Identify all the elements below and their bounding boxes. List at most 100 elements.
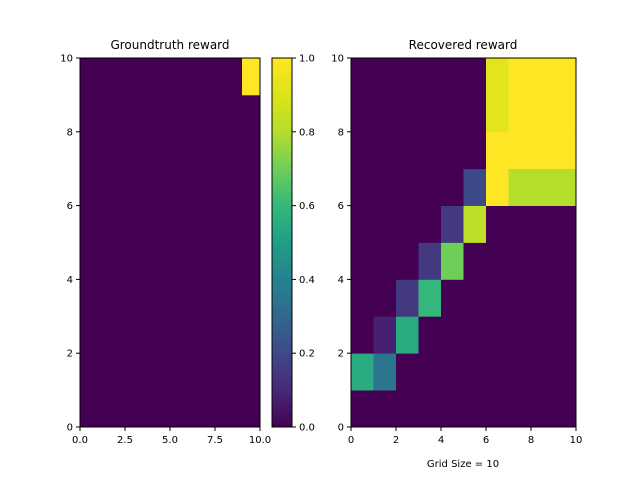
groundtruth-cell-r9-c5 xyxy=(170,58,189,96)
recovered-cells xyxy=(351,58,577,428)
groundtruth-cell-r0-c8 xyxy=(224,390,243,428)
recovered-cell-r9-c9 xyxy=(553,58,577,96)
groundtruth-cell-r0-c3 xyxy=(134,390,153,428)
groundtruth-cell-r2-c8 xyxy=(224,316,243,354)
recovered-cell-r5-c6 xyxy=(486,205,509,243)
recovered-cell-r7-c6 xyxy=(486,131,509,170)
recovered-cell-r5-c5 xyxy=(463,205,487,243)
recovered-cell-r6-c7 xyxy=(508,168,532,206)
groundtruth-cell-r2-c0 xyxy=(80,316,99,354)
colorbar-tick-label: 0.6 xyxy=(299,201,315,212)
groundtruth-cell-r4-c4 xyxy=(152,242,171,280)
groundtruth-cell-r5-c7 xyxy=(206,205,225,243)
recovered-cell-r2-c2 xyxy=(396,316,419,354)
groundtruth-cell-r9-c4 xyxy=(152,58,171,96)
groundtruth-cell-r6-c5 xyxy=(170,168,189,206)
recovered-cell-r5-c1 xyxy=(373,205,397,243)
groundtruth-y-tick-label: 6 xyxy=(67,201,73,212)
recovered-cell-r8-c5 xyxy=(463,94,487,133)
recovered-cell-r9-c8 xyxy=(531,58,554,96)
recovered-cell-r8-c2 xyxy=(396,94,419,133)
groundtruth-cell-r0-c5 xyxy=(170,390,189,428)
groundtruth-x-tick-label: 0.0 xyxy=(72,435,88,446)
groundtruth-cell-r2-c9 xyxy=(242,316,261,354)
recovered-cell-r8-c3 xyxy=(418,94,442,133)
groundtruth-x-tick-label: 7.5 xyxy=(207,435,223,446)
groundtruth-cell-r7-c7 xyxy=(206,131,225,170)
groundtruth-cell-r3-c3 xyxy=(134,279,153,317)
recovered-cell-r6-c8 xyxy=(531,168,554,206)
colorbar-tick-label: 1.0 xyxy=(299,54,315,65)
recovered-cell-r5-c2 xyxy=(396,205,419,243)
recovered-cell-r0-c1 xyxy=(373,390,397,428)
groundtruth-cell-r5-c4 xyxy=(152,205,171,243)
groundtruth-cell-r1-c0 xyxy=(80,353,99,391)
recovered-cell-r4-c5 xyxy=(463,242,487,280)
groundtruth-cell-r9-c6 xyxy=(188,58,207,96)
recovered-cell-r4-c2 xyxy=(396,242,419,280)
recovered-cell-r0-c7 xyxy=(508,390,532,428)
groundtruth-cell-r0-c9 xyxy=(242,390,261,428)
groundtruth-cell-r6-c1 xyxy=(98,168,117,206)
colorbar-tick-label: 0.8 xyxy=(299,127,315,138)
recovered-cell-r7-c2 xyxy=(396,131,419,170)
groundtruth-cell-r7-c8 xyxy=(224,131,243,170)
groundtruth-cell-r5-c2 xyxy=(116,205,135,243)
recovered-cell-r6-c0 xyxy=(351,168,374,206)
groundtruth-cell-r1-c7 xyxy=(206,353,225,391)
recovered-cell-r1-c3 xyxy=(418,353,442,391)
groundtruth-cell-r1-c1 xyxy=(98,353,117,391)
recovered-cell-r4-c8 xyxy=(531,242,554,280)
recovered-cell-r3-c9 xyxy=(553,279,577,317)
recovered-x-tick-label: 8 xyxy=(528,435,534,446)
groundtruth-cell-r6-c2 xyxy=(116,168,135,206)
groundtruth-cell-r6-c0 xyxy=(80,168,99,206)
recovered-cell-r1-c5 xyxy=(463,353,487,391)
groundtruth-cell-r4-c7 xyxy=(206,242,225,280)
recovered-cell-r2-c7 xyxy=(508,316,532,354)
recovered-cell-r7-c8 xyxy=(531,131,554,170)
recovered-x-ticks: 0 2 4 6 8 10 xyxy=(348,427,582,446)
recovered-x-label: Grid Size = 10 xyxy=(427,459,499,470)
recovered-cell-r2-c1 xyxy=(373,316,397,354)
groundtruth-cell-r8-c3 xyxy=(134,94,153,133)
recovered-cell-r1-c7 xyxy=(508,353,532,391)
recovered-cell-r8-c7 xyxy=(508,94,532,133)
groundtruth-cell-r5-c8 xyxy=(224,205,243,243)
groundtruth-y-tick-label: 0 xyxy=(67,423,73,434)
recovered-y-tick-label: 10 xyxy=(331,54,344,65)
recovered-cell-r5-c4 xyxy=(441,205,464,243)
recovered-cell-r6-c1 xyxy=(373,168,397,206)
groundtruth-x-ticks: 0.0 2.5 5.0 7.5 10.0 xyxy=(72,427,271,446)
groundtruth-cell-r6-c8 xyxy=(224,168,243,206)
recovered-cell-r2-c0 xyxy=(351,316,374,354)
recovered-cell-r1-c9 xyxy=(553,353,577,391)
recovered-cell-r2-c8 xyxy=(531,316,554,354)
recovered-panel: Recovered reward 0 2 4 6 8 10 0 2 4 6 8 10 Grid Si… xyxy=(331,38,582,470)
recovered-x-tick-label: 6 xyxy=(483,435,489,446)
groundtruth-cell-r9-c8 xyxy=(224,58,243,96)
groundtruth-cell-r7-c3 xyxy=(134,131,153,170)
groundtruth-cell-r1-c9 xyxy=(242,353,261,391)
recovered-cell-r6-c2 xyxy=(396,168,419,206)
recovered-cell-r9-c0 xyxy=(351,58,374,96)
colorbar-tick-label: 0.4 xyxy=(299,275,315,286)
recovered-axes-frame xyxy=(350,57,577,428)
groundtruth-x-tick-label: 2.5 xyxy=(117,435,133,446)
groundtruth-cell-r0-c0 xyxy=(80,390,99,428)
groundtruth-cell-r8-c2 xyxy=(116,94,135,133)
recovered-title: Recovered reward xyxy=(409,38,518,52)
groundtruth-cell-r7-c1 xyxy=(98,131,117,170)
groundtruth-cell-r4-c8 xyxy=(224,242,243,280)
recovered-cell-r9-c3 xyxy=(418,58,442,96)
recovered-cell-r5-c8 xyxy=(531,205,554,243)
recovered-cell-r3-c6 xyxy=(486,279,509,317)
recovered-y-tick-label: 6 xyxy=(338,201,344,212)
recovered-y-ticks: 0 2 4 6 8 10 xyxy=(331,54,351,434)
groundtruth-cell-r7-c0 xyxy=(80,131,99,170)
recovered-cell-r7-c4 xyxy=(441,131,464,170)
recovered-cell-r6-c5 xyxy=(463,168,487,206)
recovered-y-tick-label: 4 xyxy=(338,275,344,286)
recovered-cell-r4-c3 xyxy=(418,242,442,280)
groundtruth-cell-r2-c1 xyxy=(98,316,117,354)
